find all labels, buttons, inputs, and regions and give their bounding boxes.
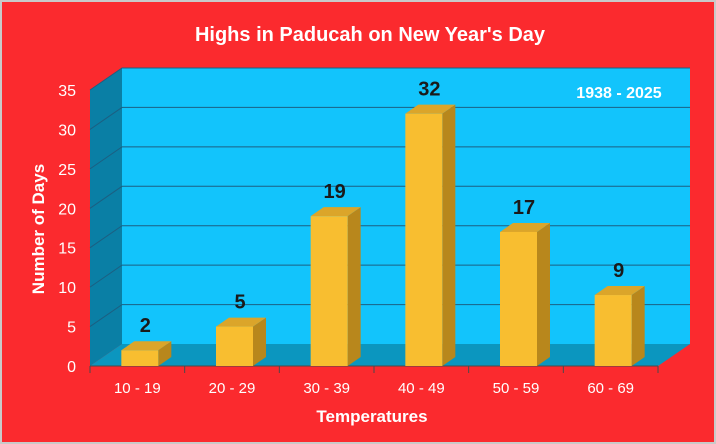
- bar-top-face: [216, 317, 266, 327]
- bar-top-face: [310, 207, 361, 217]
- bar: [594, 286, 645, 366]
- bar: [310, 207, 361, 366]
- bar: [405, 104, 456, 367]
- y-tick-label: 25: [58, 162, 76, 179]
- y-tick-label: 35: [58, 83, 76, 100]
- y-tick-label: 15: [58, 241, 76, 258]
- plot-side-wall: [90, 68, 122, 366]
- y-axis-title: Number of Days: [29, 164, 48, 294]
- x-axis-title: Temperatures: [316, 407, 427, 426]
- y-gridline: [89, 67, 690, 91]
- y-tick-label: 20: [58, 201, 76, 218]
- y-gridline: [89, 185, 690, 209]
- x-tick-label: 10 - 19: [114, 380, 161, 397]
- bar-data-label: 17: [513, 197, 535, 219]
- bar: [500, 222, 550, 366]
- bar-front-face: [310, 216, 348, 366]
- y-gridline: [89, 146, 690, 170]
- bar-top-face: [594, 286, 645, 296]
- bar-top-face: [500, 222, 550, 232]
- bar-top-face: [405, 104, 456, 114]
- x-tick-label: 30 - 39: [303, 380, 350, 397]
- bar-front-face: [500, 231, 537, 366]
- bar-data-label: 2: [140, 315, 151, 337]
- x-tick-label: 60 - 69: [587, 380, 634, 397]
- bar-front-face: [121, 350, 159, 366]
- bar-data-label: 5: [234, 292, 245, 314]
- bar-side-face: [537, 222, 550, 366]
- bar-front-face: [405, 113, 443, 367]
- bar-data-label: 19: [324, 181, 346, 203]
- bar-top-face: [121, 341, 172, 351]
- bar-front-face: [594, 295, 632, 366]
- bar-side-face: [158, 341, 172, 366]
- y-tick-label: 10: [58, 280, 76, 297]
- bar-side-face: [347, 207, 361, 366]
- bar-side-face: [442, 104, 456, 367]
- bar-front-face: [216, 326, 253, 366]
- x-tick-label: 40 - 49: [398, 380, 445, 397]
- year-range-annotation: 1938 - 2025: [576, 85, 662, 102]
- bar: [216, 317, 266, 366]
- bar: [121, 341, 172, 366]
- bar-data-label: 32: [418, 79, 440, 101]
- y-gridline: [89, 225, 690, 249]
- bar-side-face: [253, 317, 266, 366]
- y-tick-label: 30: [58, 122, 76, 139]
- y-tick-label: 0: [67, 359, 76, 376]
- bar-data-label: 9: [613, 260, 624, 282]
- chart-title: Highs in Paducah on New Year's Day: [195, 24, 546, 46]
- x-tick-label: 50 - 59: [493, 380, 540, 397]
- x-tick-label: 20 - 29: [209, 380, 256, 397]
- bar-side-face: [631, 286, 645, 366]
- y-tick-label: 5: [67, 320, 76, 337]
- y-gridline: [89, 106, 690, 130]
